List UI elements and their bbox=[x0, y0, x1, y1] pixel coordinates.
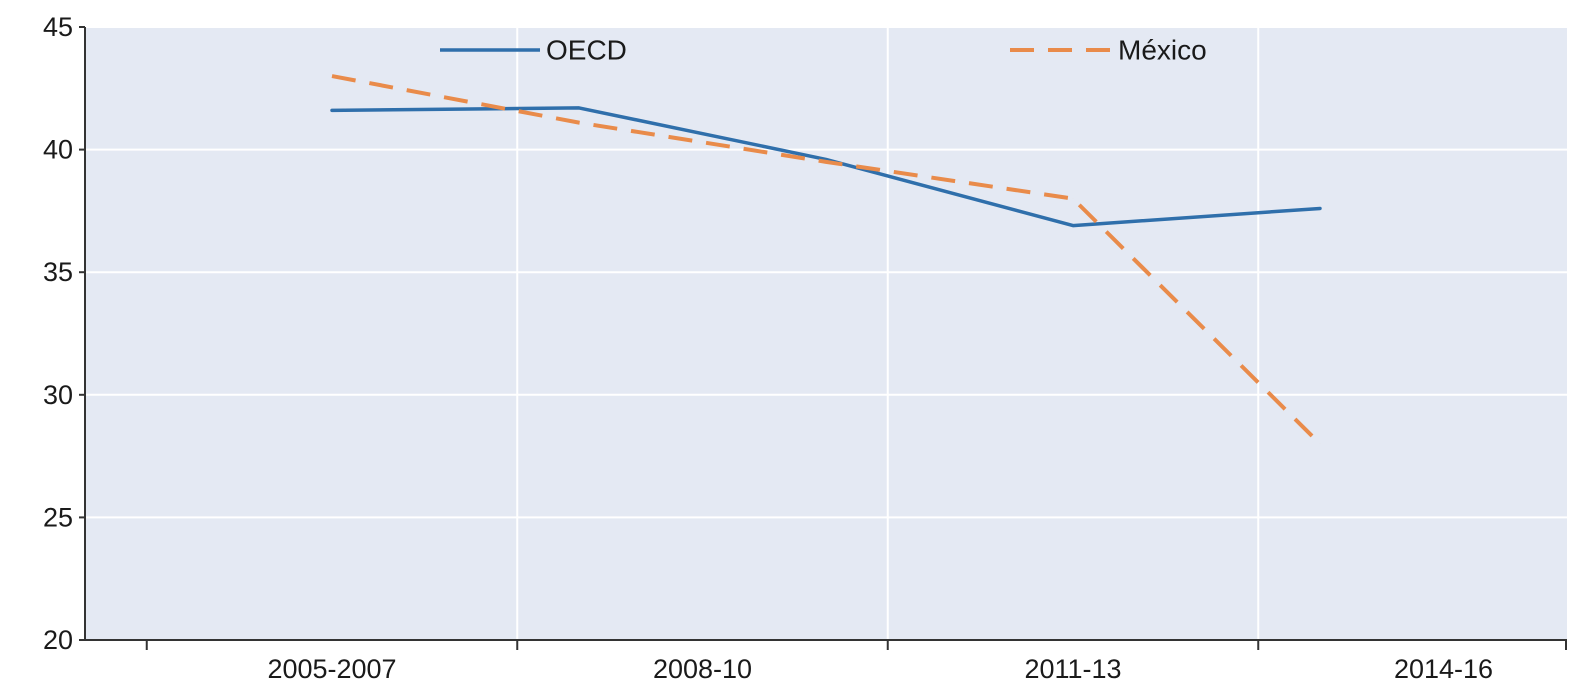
series-layer bbox=[330, 74, 1322, 446]
x-tick-label-3: 2014-16 bbox=[1394, 654, 1493, 684]
y-tick-label-25: 25 bbox=[43, 502, 73, 532]
y-tick-label-20: 20 bbox=[43, 625, 73, 655]
x-tick-label-1: 2008-10 bbox=[653, 654, 752, 684]
gridlines bbox=[85, 26, 1567, 640]
legend-label-m-xico: México bbox=[1118, 35, 1207, 66]
y-tick-label-35: 35 bbox=[43, 257, 73, 287]
legend-label-oecd: OECD bbox=[546, 35, 627, 66]
axes: 20 25 30 35 40 45 2005-2007 2008-10 2011-13 2014-… bbox=[43, 12, 1567, 684]
legend: OECD México bbox=[440, 35, 1207, 66]
y-tick-label-30: 30 bbox=[43, 380, 73, 410]
plot-area bbox=[85, 27, 1567, 640]
x-tick-label-0: 2005-2007 bbox=[267, 654, 396, 684]
y-tick-label-45: 45 bbox=[43, 12, 73, 42]
y-tick-label-40: 40 bbox=[43, 135, 73, 165]
x-tick-label-2: 2011-13 bbox=[1024, 654, 1121, 684]
